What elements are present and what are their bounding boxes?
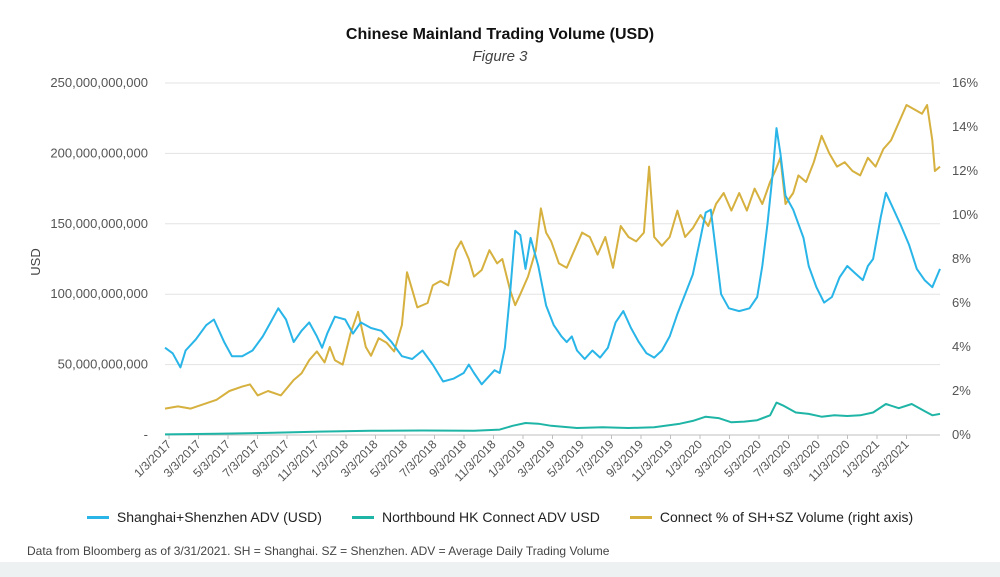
series-line-connect-pct (164, 104, 941, 410)
y2-tick-label: 4% (952, 339, 971, 354)
y-axis-label: USD (28, 248, 43, 275)
series-lines (164, 104, 941, 436)
x-axis-ticks: 1/3/20173/3/20175/3/20177/3/20179/3/2017… (131, 435, 912, 484)
y-tick-label: 150,000,000,000 (50, 216, 148, 231)
y2-tick-label: 16% (952, 75, 978, 90)
series-line-northbound (164, 401, 941, 436)
legend-swatch-sh-sz (86, 515, 109, 519)
legend-item-northbound: Northbound HK Connect ADV USD (351, 509, 600, 525)
legend-item-connect-pct: Connect % of SH+SZ Volume (right axis) (629, 509, 914, 525)
y-tick-label: - (144, 427, 148, 442)
y2-axis-ticks: 0% 2% 4% 6% 8% 10% 12% 14% 16% (952, 75, 978, 442)
y2-tick-label: 8% (952, 251, 971, 266)
y-axis-ticks: - 50,000,000,000 100,000,000,000 150,000,00… (50, 75, 148, 442)
series-line-sh-sz (164, 127, 941, 386)
chart-plot: - 50,000,000,000 100,000,000,000 150,000,00… (28, 75, 978, 484)
y2-tick-label: 14% (952, 119, 978, 134)
bottom-band (0, 562, 1000, 577)
gridlines (165, 82, 940, 436)
legend: Shanghai+Shenzhen ADV (USD) Northbound H… (0, 509, 1000, 525)
source-note: Data from Bloomberg as of 3/31/2021. SH … (27, 544, 610, 558)
chart-subtitle: Figure 3 (472, 48, 528, 65)
legend-item-sh-sz: Shanghai+Shenzhen ADV (USD) (86, 509, 322, 525)
legend-swatch-connect-pct (629, 515, 652, 519)
legend-swatch-northbound (351, 515, 374, 519)
legend-label-northbound: Northbound HK Connect ADV USD (381, 509, 600, 525)
y-tick-label: 50,000,000,000 (58, 357, 148, 372)
legend-label-sh-sz: Shanghai+Shenzhen ADV (USD) (116, 509, 322, 525)
y-tick-label: 250,000,000,000 (50, 75, 148, 90)
y2-tick-label: 0% (952, 427, 971, 442)
chart-title: Chinese Mainland Trading Volume (USD) (345, 26, 655, 43)
legend-label-connect-pct: Connect % of SH+SZ Volume (right axis) (659, 509, 914, 525)
y2-tick-label: 10% (952, 207, 978, 222)
y2-tick-label: 2% (952, 383, 971, 398)
y-tick-label: 100,000,000,000 (50, 286, 148, 301)
y2-tick-label: 12% (952, 163, 978, 178)
y2-tick-label: 6% (952, 295, 971, 310)
y-tick-label: 200,000,000,000 (50, 145, 148, 160)
